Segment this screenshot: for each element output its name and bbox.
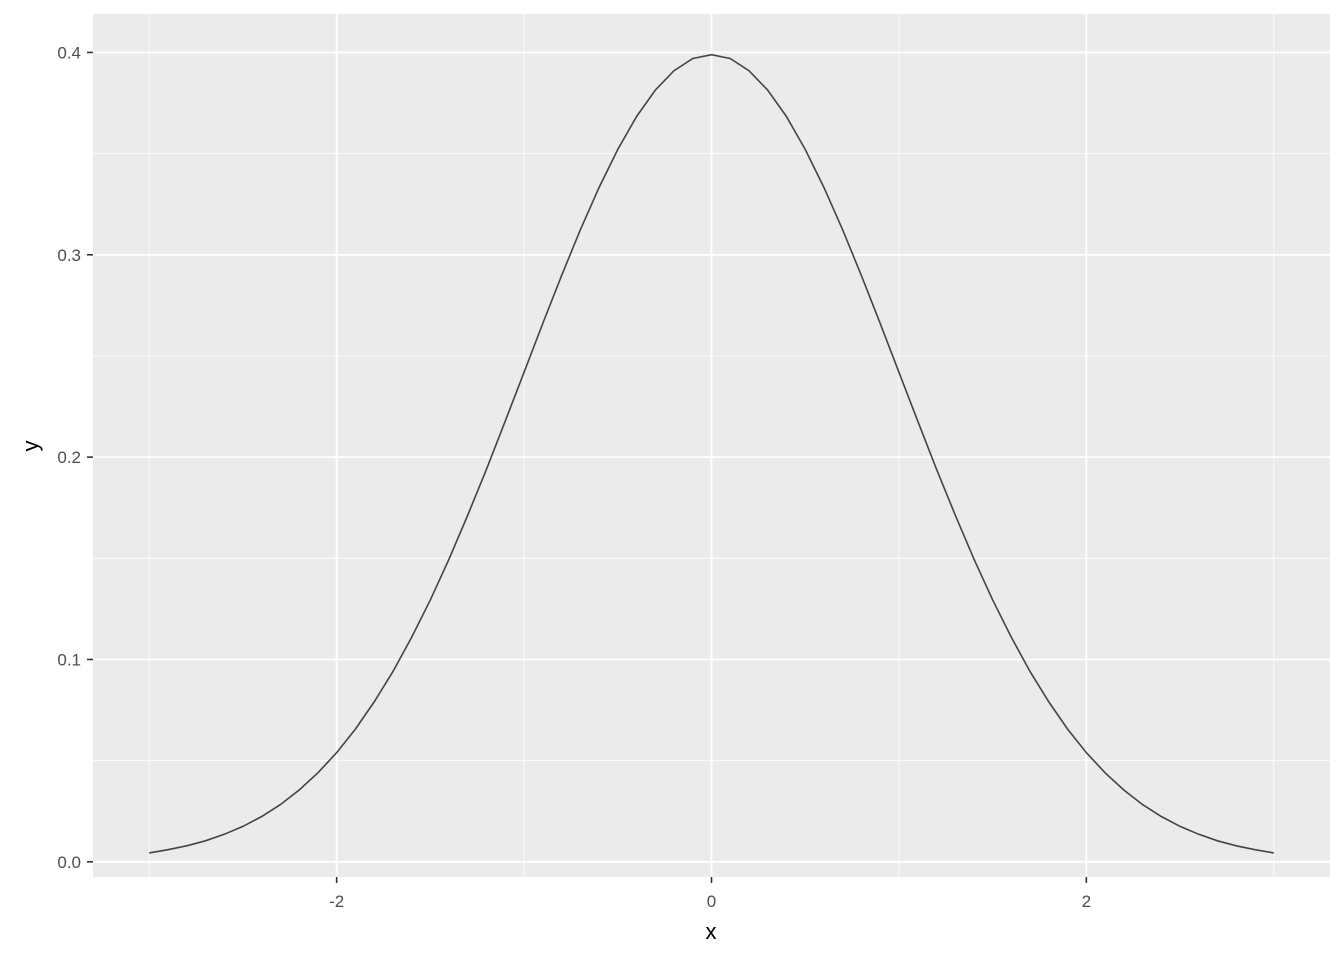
x-tick-label: 0 [707,892,716,911]
y-tick-label: 0.3 [57,246,81,265]
y-tick-label: 0.2 [57,448,81,467]
y-tick-label: 0.4 [57,43,81,62]
y-tick-label: 0.0 [57,853,81,872]
y-axis-title: y [18,441,43,452]
axis-ticks: -2 0 2 0.0 0.1 0.2 0.3 0.4 [57,43,1091,911]
y-tick-label: 0.1 [57,650,81,669]
x-axis-title: x [706,919,717,944]
density-line [149,53,1274,854]
x-tick-label: 2 [1082,892,1091,911]
major-gridlines [93,14,1330,877]
x-tick-label: -2 [329,892,344,911]
